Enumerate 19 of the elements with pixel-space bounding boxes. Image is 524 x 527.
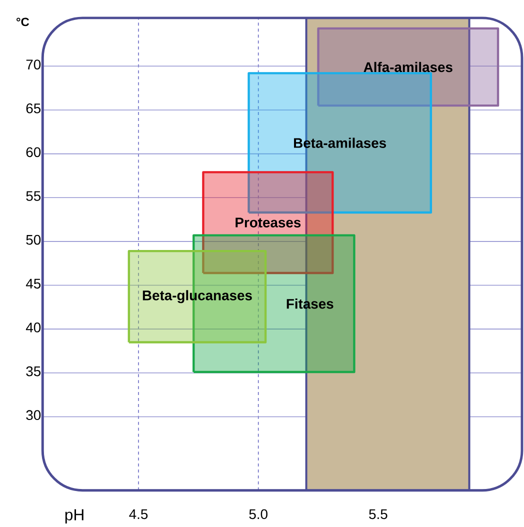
y-tick-label: 30 xyxy=(26,410,41,420)
x-tick-label: 5.0 xyxy=(249,509,268,520)
series-label: Beta-amilases xyxy=(294,138,386,148)
y-tick-label: 50 xyxy=(26,234,41,245)
y-tick-label: 35 xyxy=(26,366,41,376)
x-axis-title: pH xyxy=(65,509,84,524)
series-label: Alfa-amilases xyxy=(364,62,452,72)
y-tick-label: 65 xyxy=(26,103,41,114)
x-tick-label: 5.5 xyxy=(369,509,388,520)
y-axis-title: °C xyxy=(16,18,30,26)
y-tick-label: 45 xyxy=(26,278,41,289)
series-label: Fitases xyxy=(286,298,334,309)
y-tick-label: 70 xyxy=(26,60,41,70)
y-tick-label: 55 xyxy=(26,191,41,201)
y-tick-label: 60 xyxy=(26,147,41,158)
series-label: Beta-glucanases xyxy=(142,290,252,304)
x-tick-label: 4.5 xyxy=(129,509,148,520)
series-label: Proteases xyxy=(236,218,301,228)
y-tick-label: 40 xyxy=(26,322,41,332)
